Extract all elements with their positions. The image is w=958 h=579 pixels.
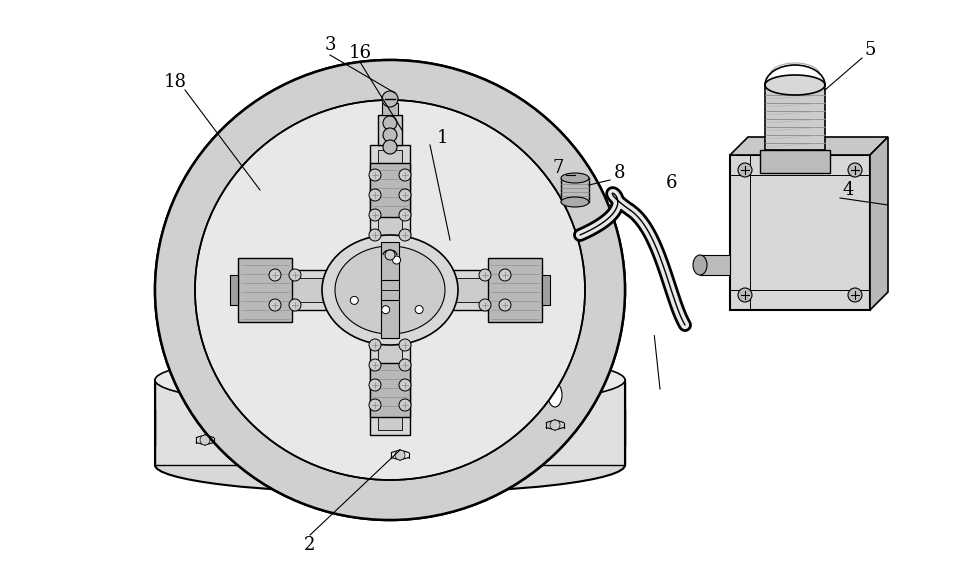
Text: 7: 7 (553, 159, 563, 177)
Circle shape (848, 288, 862, 302)
Ellipse shape (548, 383, 562, 407)
Circle shape (269, 269, 281, 281)
Circle shape (399, 209, 411, 221)
Circle shape (369, 169, 381, 181)
Polygon shape (542, 275, 550, 305)
Text: 4: 4 (842, 181, 854, 199)
Circle shape (351, 296, 358, 305)
Polygon shape (760, 150, 830, 173)
Circle shape (738, 163, 752, 177)
Polygon shape (370, 145, 410, 435)
Circle shape (382, 91, 398, 107)
Ellipse shape (200, 105, 580, 475)
Circle shape (383, 140, 397, 154)
Polygon shape (238, 258, 292, 322)
Circle shape (399, 189, 411, 201)
Text: 2: 2 (305, 536, 316, 554)
Polygon shape (378, 115, 402, 145)
Ellipse shape (155, 60, 625, 520)
Polygon shape (378, 150, 402, 430)
Circle shape (399, 379, 411, 391)
Text: 3: 3 (324, 36, 335, 54)
Circle shape (369, 209, 381, 221)
Circle shape (399, 359, 411, 371)
Circle shape (200, 435, 210, 445)
Polygon shape (155, 380, 625, 465)
Ellipse shape (335, 246, 445, 334)
Ellipse shape (155, 382, 625, 438)
Ellipse shape (155, 417, 625, 473)
Polygon shape (245, 270, 535, 310)
Polygon shape (488, 258, 542, 322)
Circle shape (381, 306, 390, 314)
Circle shape (415, 306, 423, 314)
Text: 5: 5 (864, 41, 876, 59)
Polygon shape (370, 363, 410, 417)
Circle shape (352, 402, 358, 408)
Circle shape (269, 299, 281, 311)
Polygon shape (230, 275, 238, 305)
Polygon shape (700, 255, 730, 275)
Circle shape (399, 169, 411, 181)
Ellipse shape (155, 352, 625, 408)
Text: 6: 6 (666, 174, 677, 192)
Circle shape (369, 339, 381, 351)
Circle shape (848, 163, 862, 177)
Circle shape (369, 229, 381, 241)
Polygon shape (561, 178, 589, 202)
Circle shape (393, 256, 400, 264)
Circle shape (383, 128, 397, 142)
Circle shape (550, 420, 560, 430)
Circle shape (422, 402, 428, 408)
Text: 16: 16 (349, 44, 372, 62)
Circle shape (369, 189, 381, 201)
Circle shape (369, 379, 381, 391)
Polygon shape (730, 155, 870, 310)
Circle shape (479, 269, 491, 281)
Ellipse shape (561, 173, 589, 183)
Text: 18: 18 (164, 73, 187, 91)
Text: 8: 8 (614, 164, 626, 182)
Circle shape (399, 339, 411, 351)
Circle shape (395, 450, 405, 460)
Polygon shape (730, 137, 888, 155)
Ellipse shape (195, 100, 585, 480)
Ellipse shape (765, 75, 825, 95)
Ellipse shape (561, 197, 589, 207)
Ellipse shape (322, 235, 458, 345)
Ellipse shape (155, 437, 625, 493)
Polygon shape (382, 103, 398, 115)
Polygon shape (765, 85, 825, 150)
Polygon shape (870, 137, 888, 310)
Circle shape (399, 229, 411, 241)
Text: 1: 1 (437, 129, 448, 147)
Circle shape (369, 359, 381, 371)
Circle shape (399, 399, 411, 411)
Circle shape (385, 250, 395, 260)
Circle shape (499, 299, 511, 311)
Circle shape (289, 299, 301, 311)
Polygon shape (250, 278, 530, 302)
Ellipse shape (693, 255, 707, 275)
Polygon shape (381, 242, 399, 338)
Circle shape (369, 399, 381, 411)
Circle shape (738, 288, 752, 302)
Circle shape (289, 269, 301, 281)
Circle shape (383, 116, 397, 130)
Circle shape (479, 299, 491, 311)
Circle shape (499, 269, 511, 281)
Polygon shape (155, 60, 625, 520)
Polygon shape (370, 163, 410, 217)
